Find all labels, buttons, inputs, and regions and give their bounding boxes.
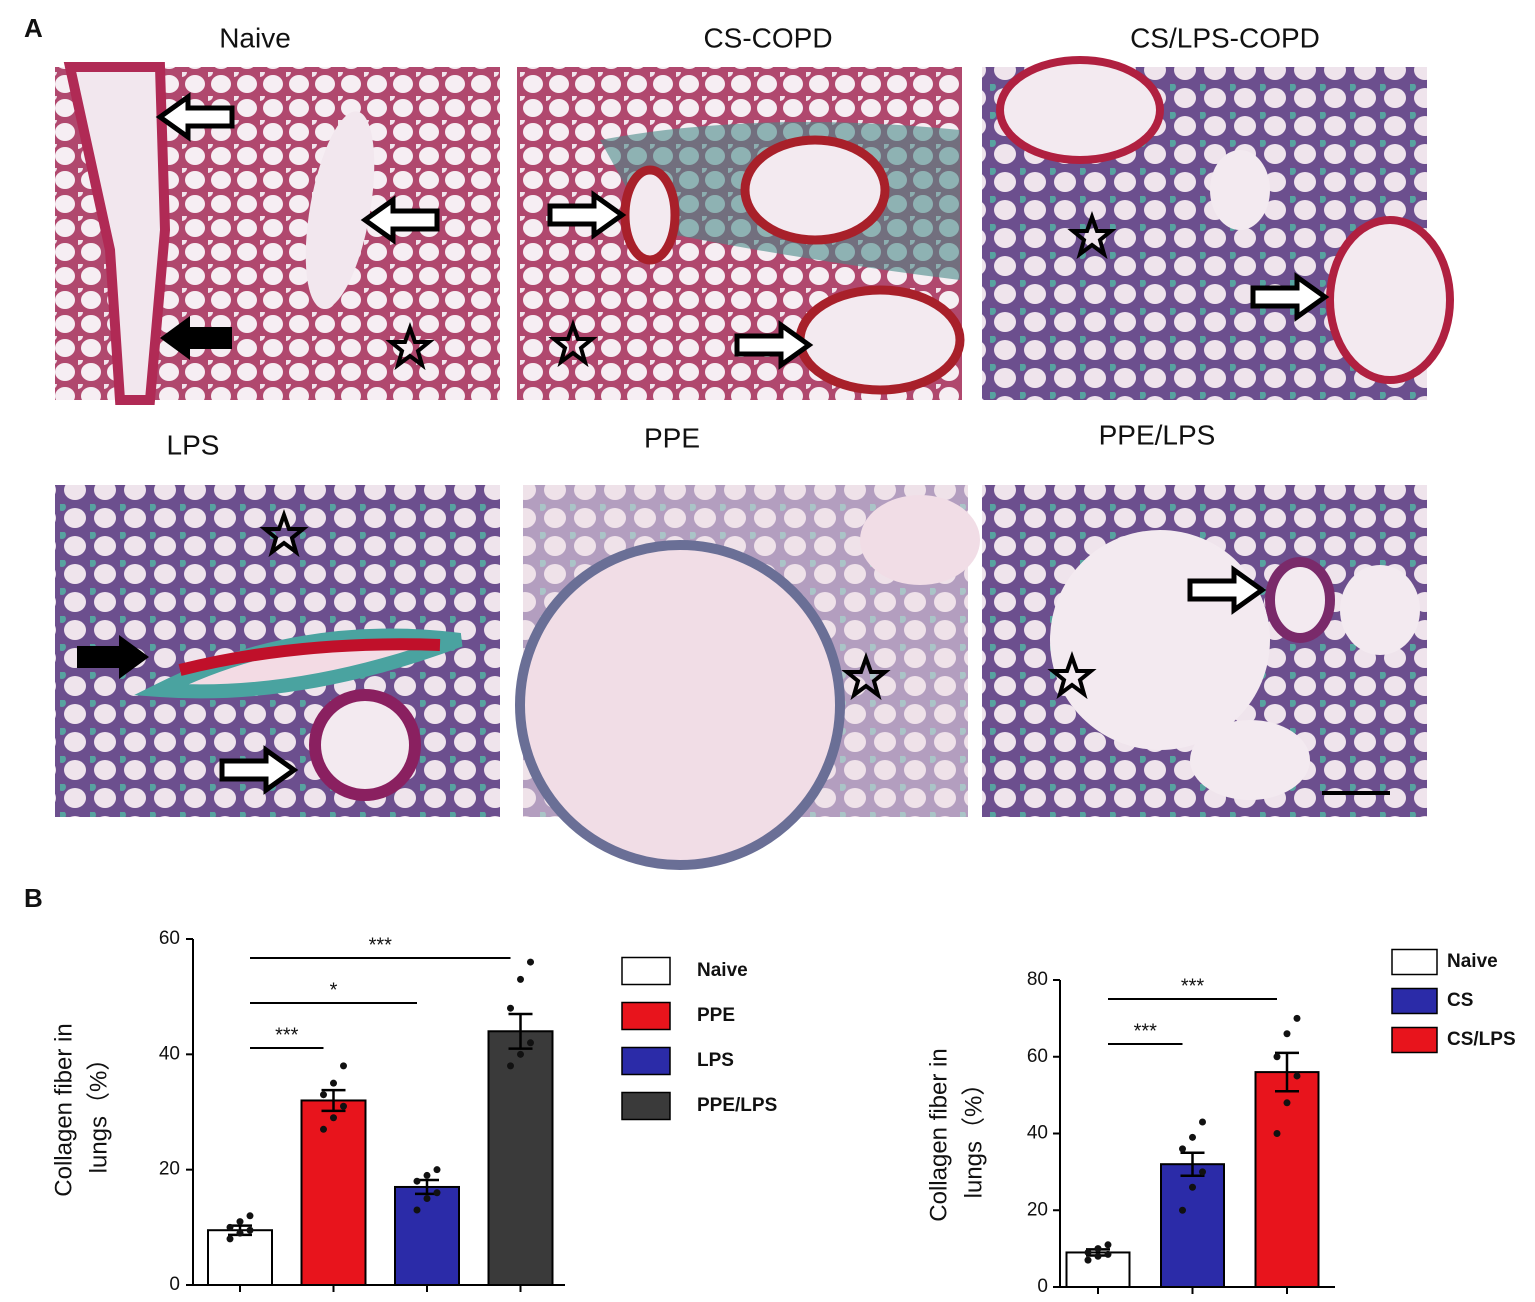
y-tick-label: 0 <box>1037 1276 1048 1297</box>
y-tick-label: 60 <box>1027 1046 1048 1067</box>
legend-swatch <box>621 1091 671 1121</box>
y-axis-label: Collagen fiber in <box>50 1023 77 1196</box>
image-title: PPE <box>644 422 700 453</box>
data-point <box>507 1004 514 1012</box>
data-point <box>1199 1118 1206 1126</box>
micrograph <box>982 485 1427 817</box>
data-point <box>1084 1256 1092 1264</box>
data-point <box>1094 1245 1102 1253</box>
data-point <box>246 1226 254 1234</box>
data-point <box>1104 1250 1112 1258</box>
data-point <box>340 1102 347 1110</box>
data-point <box>1189 1183 1196 1191</box>
image-title: CS-COPD <box>703 22 832 53</box>
image-title: Naive <box>219 22 291 53</box>
data-point <box>433 1189 441 1197</box>
bar <box>487 1030 554 1287</box>
legend-label: CS/LPS <box>1447 1029 1516 1050</box>
y-tick-label: 80 <box>1027 969 1048 990</box>
image-titles: Naive CS-COPD CS/LPS-COPD LPS PPE PPE/LP… <box>167 22 1320 460</box>
legend-label: LPS <box>697 1050 734 1071</box>
legend-label: PPE/LPS <box>697 1095 777 1116</box>
micrograph <box>515 485 980 870</box>
bar <box>207 1229 273 1287</box>
data-point <box>423 1171 431 1179</box>
micrograph <box>55 62 500 405</box>
data-point <box>1094 1252 1102 1260</box>
significance-label: *** <box>275 1024 299 1046</box>
y-tick-label: 40 <box>159 1043 180 1064</box>
image-title: LPS <box>167 429 220 460</box>
data-point <box>1273 1053 1281 1061</box>
error-bar <box>508 1012 533 1050</box>
y-axis-label: Collagen fiber in <box>925 1048 952 1221</box>
data-point <box>1179 1206 1186 1214</box>
data-point <box>527 958 534 966</box>
y-axis-label: lungs（%） <box>960 1072 987 1199</box>
legend-swatch <box>621 1046 671 1076</box>
data-point <box>413 1206 421 1214</box>
data-point <box>1189 1133 1196 1141</box>
legend-label: PPE <box>697 1005 735 1026</box>
bar <box>394 1185 460 1287</box>
legend-swatch <box>621 1001 671 1031</box>
significance-label: *** <box>1181 975 1205 997</box>
data-point <box>226 1235 234 1243</box>
data-point <box>1293 1072 1301 1080</box>
data-point <box>1179 1145 1186 1153</box>
panel-label: A <box>24 13 43 43</box>
image-title: CS/LPS-COPD <box>1130 22 1320 53</box>
data-point <box>236 1229 244 1237</box>
legend-swatch <box>621 956 671 986</box>
significance-label: * <box>330 979 338 1001</box>
data-point <box>330 1114 337 1122</box>
data-point <box>527 1039 534 1047</box>
y-tick-label: 40 <box>1027 1123 1048 1144</box>
panel-label: B <box>24 883 43 913</box>
error-bar <box>321 1088 346 1113</box>
y-tick-label: 20 <box>159 1159 180 1180</box>
error-bar <box>1275 1051 1299 1093</box>
data-point <box>507 1062 514 1070</box>
legend-label: Naive <box>1447 951 1498 972</box>
data-point <box>236 1218 244 1226</box>
data-point <box>1273 1130 1281 1137</box>
data-point <box>423 1195 431 1202</box>
data-point <box>226 1223 234 1231</box>
data-point <box>340 1062 347 1070</box>
data-point <box>1084 1248 1092 1256</box>
legend-swatch <box>1391 948 1438 976</box>
bar <box>1160 1163 1225 1288</box>
data-point <box>433 1166 441 1174</box>
legend-label: Naive <box>697 960 748 981</box>
y-tick-label: 60 <box>159 928 180 949</box>
data-point <box>246 1212 254 1220</box>
micrograph <box>982 56 1454 400</box>
error-bar <box>1180 1151 1205 1177</box>
image-title: PPE/LPS <box>1099 419 1216 450</box>
legend-label: CS <box>1447 990 1473 1011</box>
data-point <box>517 1050 524 1058</box>
data-point <box>1283 1099 1291 1107</box>
legend-swatch <box>1391 1026 1438 1054</box>
data-point <box>1199 1168 1206 1176</box>
data-point <box>320 1125 327 1133</box>
data-point <box>320 1091 327 1099</box>
data-point <box>1283 1030 1291 1038</box>
y-tick-label: 0 <box>169 1274 180 1295</box>
data-point <box>1293 1014 1301 1022</box>
data-point <box>330 1079 337 1087</box>
bar <box>1254 1071 1320 1288</box>
data-point <box>1104 1241 1112 1249</box>
significance-label: *** <box>1134 1020 1158 1042</box>
legend-swatch <box>1391 987 1438 1015</box>
bar <box>300 1099 367 1287</box>
significance-label: *** <box>369 934 393 956</box>
data-point <box>517 975 524 983</box>
y-axis-label: lungs（%） <box>85 1047 112 1174</box>
y-tick-label: 20 <box>1027 1199 1048 1220</box>
data-point <box>413 1177 421 1185</box>
